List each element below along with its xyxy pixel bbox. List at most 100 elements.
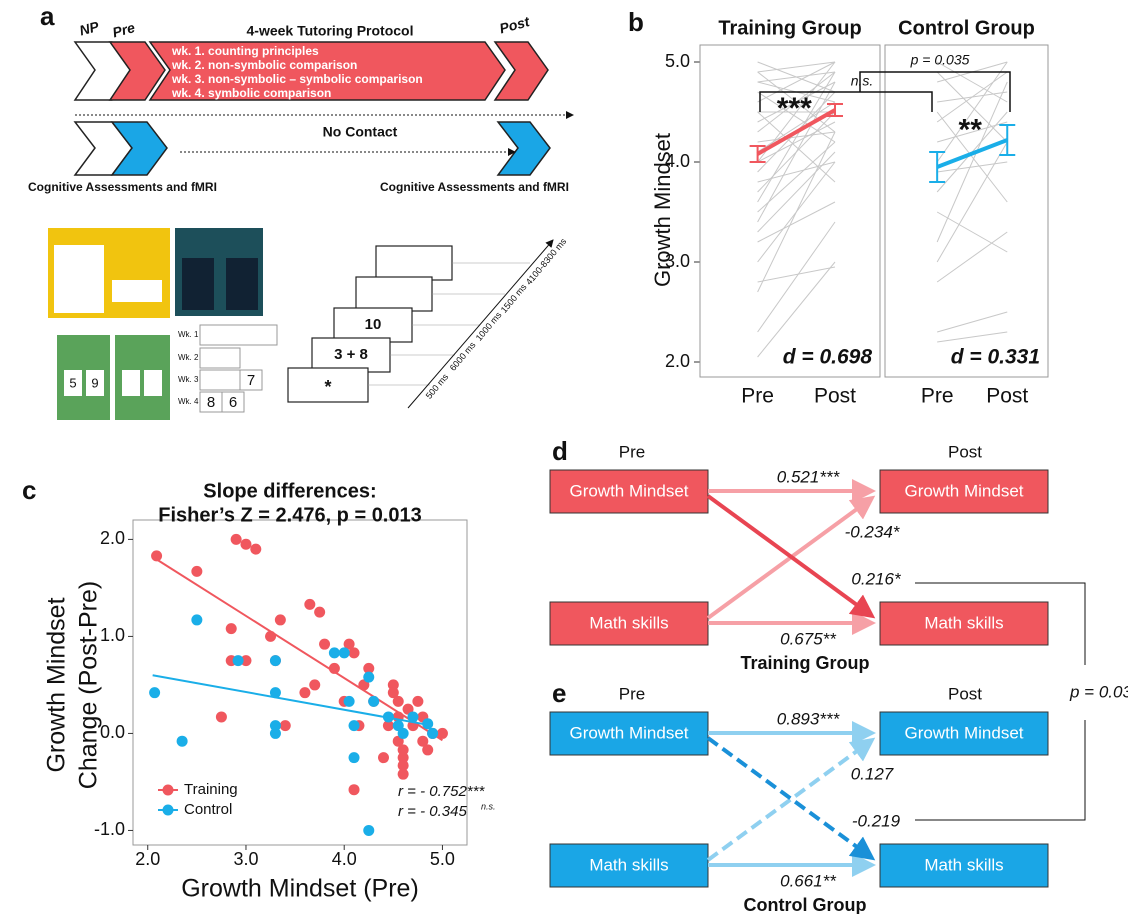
point <box>191 614 202 625</box>
chevron <box>498 122 550 175</box>
point <box>231 534 242 545</box>
point <box>349 647 360 658</box>
row-digit: 7 <box>247 372 255 389</box>
y-tick-label: 1.0 <box>100 625 125 645</box>
row-digit: 6 <box>229 394 237 411</box>
x-tick-label: Post <box>814 385 856 408</box>
figure: a NP Pre Post 4-week Tutoring Protocol w… <box>0 0 1128 914</box>
week-row-label: Wk. 2 <box>178 353 199 362</box>
point <box>149 687 160 698</box>
point <box>398 728 409 739</box>
point <box>344 696 355 707</box>
week-item: wk. 2. non-symbolic comparison <box>171 58 357 72</box>
point <box>280 720 291 731</box>
game-image <box>54 245 104 313</box>
game-image <box>226 258 258 310</box>
legend-label: Control <box>184 801 232 818</box>
y-axis-label: Change (Post-Pre) <box>75 581 103 789</box>
chart-title: Fisher’s Z = 2.476, p = 0.013 <box>158 504 422 526</box>
x-tick-label: 2.0 <box>135 849 160 869</box>
y-axis-label: Growth Mindset <box>43 597 71 772</box>
point <box>299 687 310 698</box>
stimulus: * <box>324 377 331 397</box>
y-tick-label: 2.0 <box>665 351 690 371</box>
assessment-label: Cognitive Assessments and fMRI <box>380 180 569 194</box>
point <box>319 639 330 650</box>
y-tick-label: 3.0 <box>665 251 690 271</box>
card-digit: 5 <box>69 375 76 390</box>
path-coefficient: 0.893*** <box>777 709 841 728</box>
variable-label: Growth Mindset <box>569 723 688 742</box>
correlation-label: r = - 0.752*** <box>398 783 485 800</box>
point <box>226 623 237 634</box>
effect-size: d = 0.698 <box>783 346 873 369</box>
legend-label: Training <box>184 781 238 798</box>
panel-label: e <box>552 678 566 708</box>
y-tick-label: 4.0 <box>665 151 690 171</box>
y-tick-label: 0.0 <box>100 722 125 742</box>
panel-label: c <box>22 475 36 505</box>
time-label: Post <box>948 684 982 703</box>
timing-label: 4100-8300 ms <box>524 236 569 287</box>
point <box>275 614 286 625</box>
row-digit: 8 <box>207 394 215 411</box>
protocol-title: 4-week Tutoring Protocol <box>247 23 414 39</box>
point <box>216 711 227 722</box>
chart-title: Slope differences: <box>203 480 376 502</box>
point <box>422 744 433 755</box>
facet-title: Training Group <box>718 17 861 39</box>
stimulus: 3 + 8 <box>334 346 368 363</box>
card-digit: 9 <box>91 375 98 390</box>
x-tick-label: 3.0 <box>233 849 258 869</box>
point <box>270 655 281 666</box>
panel-a: a NP Pre Post 4-week Tutoring Protocol w… <box>28 1 573 420</box>
point <box>314 607 325 618</box>
point <box>363 672 374 683</box>
week-row <box>200 325 277 345</box>
point <box>349 720 360 731</box>
stimulus-frame <box>356 277 432 311</box>
variable-label: Math skills <box>924 613 1003 632</box>
path-coefficient: 0.661** <box>780 871 837 890</box>
point <box>339 647 350 658</box>
x-tick-label: Pre <box>921 385 954 408</box>
effect-size: d = 0.331 <box>951 346 1040 369</box>
panel-label: b <box>628 7 644 37</box>
y-tick-label: -1.0 <box>94 819 125 839</box>
panel-label: d <box>552 436 568 466</box>
point <box>427 728 438 739</box>
path-coefficient: 0.521*** <box>777 467 841 486</box>
point <box>233 655 244 666</box>
comparison-label: p = 0.035 <box>910 52 970 68</box>
phase-label: Pre <box>111 19 137 40</box>
legend-marker <box>163 805 174 816</box>
week-row-label: Wk. 3 <box>178 375 199 384</box>
time-label: Pre <box>619 442 645 461</box>
week-row <box>200 348 240 368</box>
point <box>240 539 251 550</box>
phase-label: NP <box>78 18 102 39</box>
x-tick-label: Post <box>986 385 1028 408</box>
group-label: Control Group <box>744 895 867 914</box>
variable-label: Growth Mindset <box>569 481 688 500</box>
y-tick-label: 2.0 <box>100 528 125 548</box>
path-coefficient: -0.219 <box>852 811 901 830</box>
comparison-label: p = 0.035 <box>1069 682 1128 701</box>
path-coefficient: 0.216* <box>851 569 902 588</box>
game-image <box>182 258 214 310</box>
point <box>398 769 409 780</box>
assessment-label: Cognitive Assessments and fMRI <box>28 180 217 194</box>
stimulus-frame <box>376 246 452 280</box>
phase-label: Post <box>498 13 533 37</box>
correlation-label: r = - 0.345 <box>398 803 467 820</box>
point <box>250 544 261 555</box>
point <box>329 647 340 658</box>
path-coefficient: 0.675** <box>780 629 837 648</box>
x-tick-label: 5.0 <box>430 849 455 869</box>
week-row-label: Wk. 1 <box>178 330 199 339</box>
week-row-label: Wk. 4 <box>178 397 199 406</box>
variable-label: Math skills <box>589 613 668 632</box>
point <box>270 728 281 739</box>
point <box>191 566 202 577</box>
card <box>122 370 140 396</box>
